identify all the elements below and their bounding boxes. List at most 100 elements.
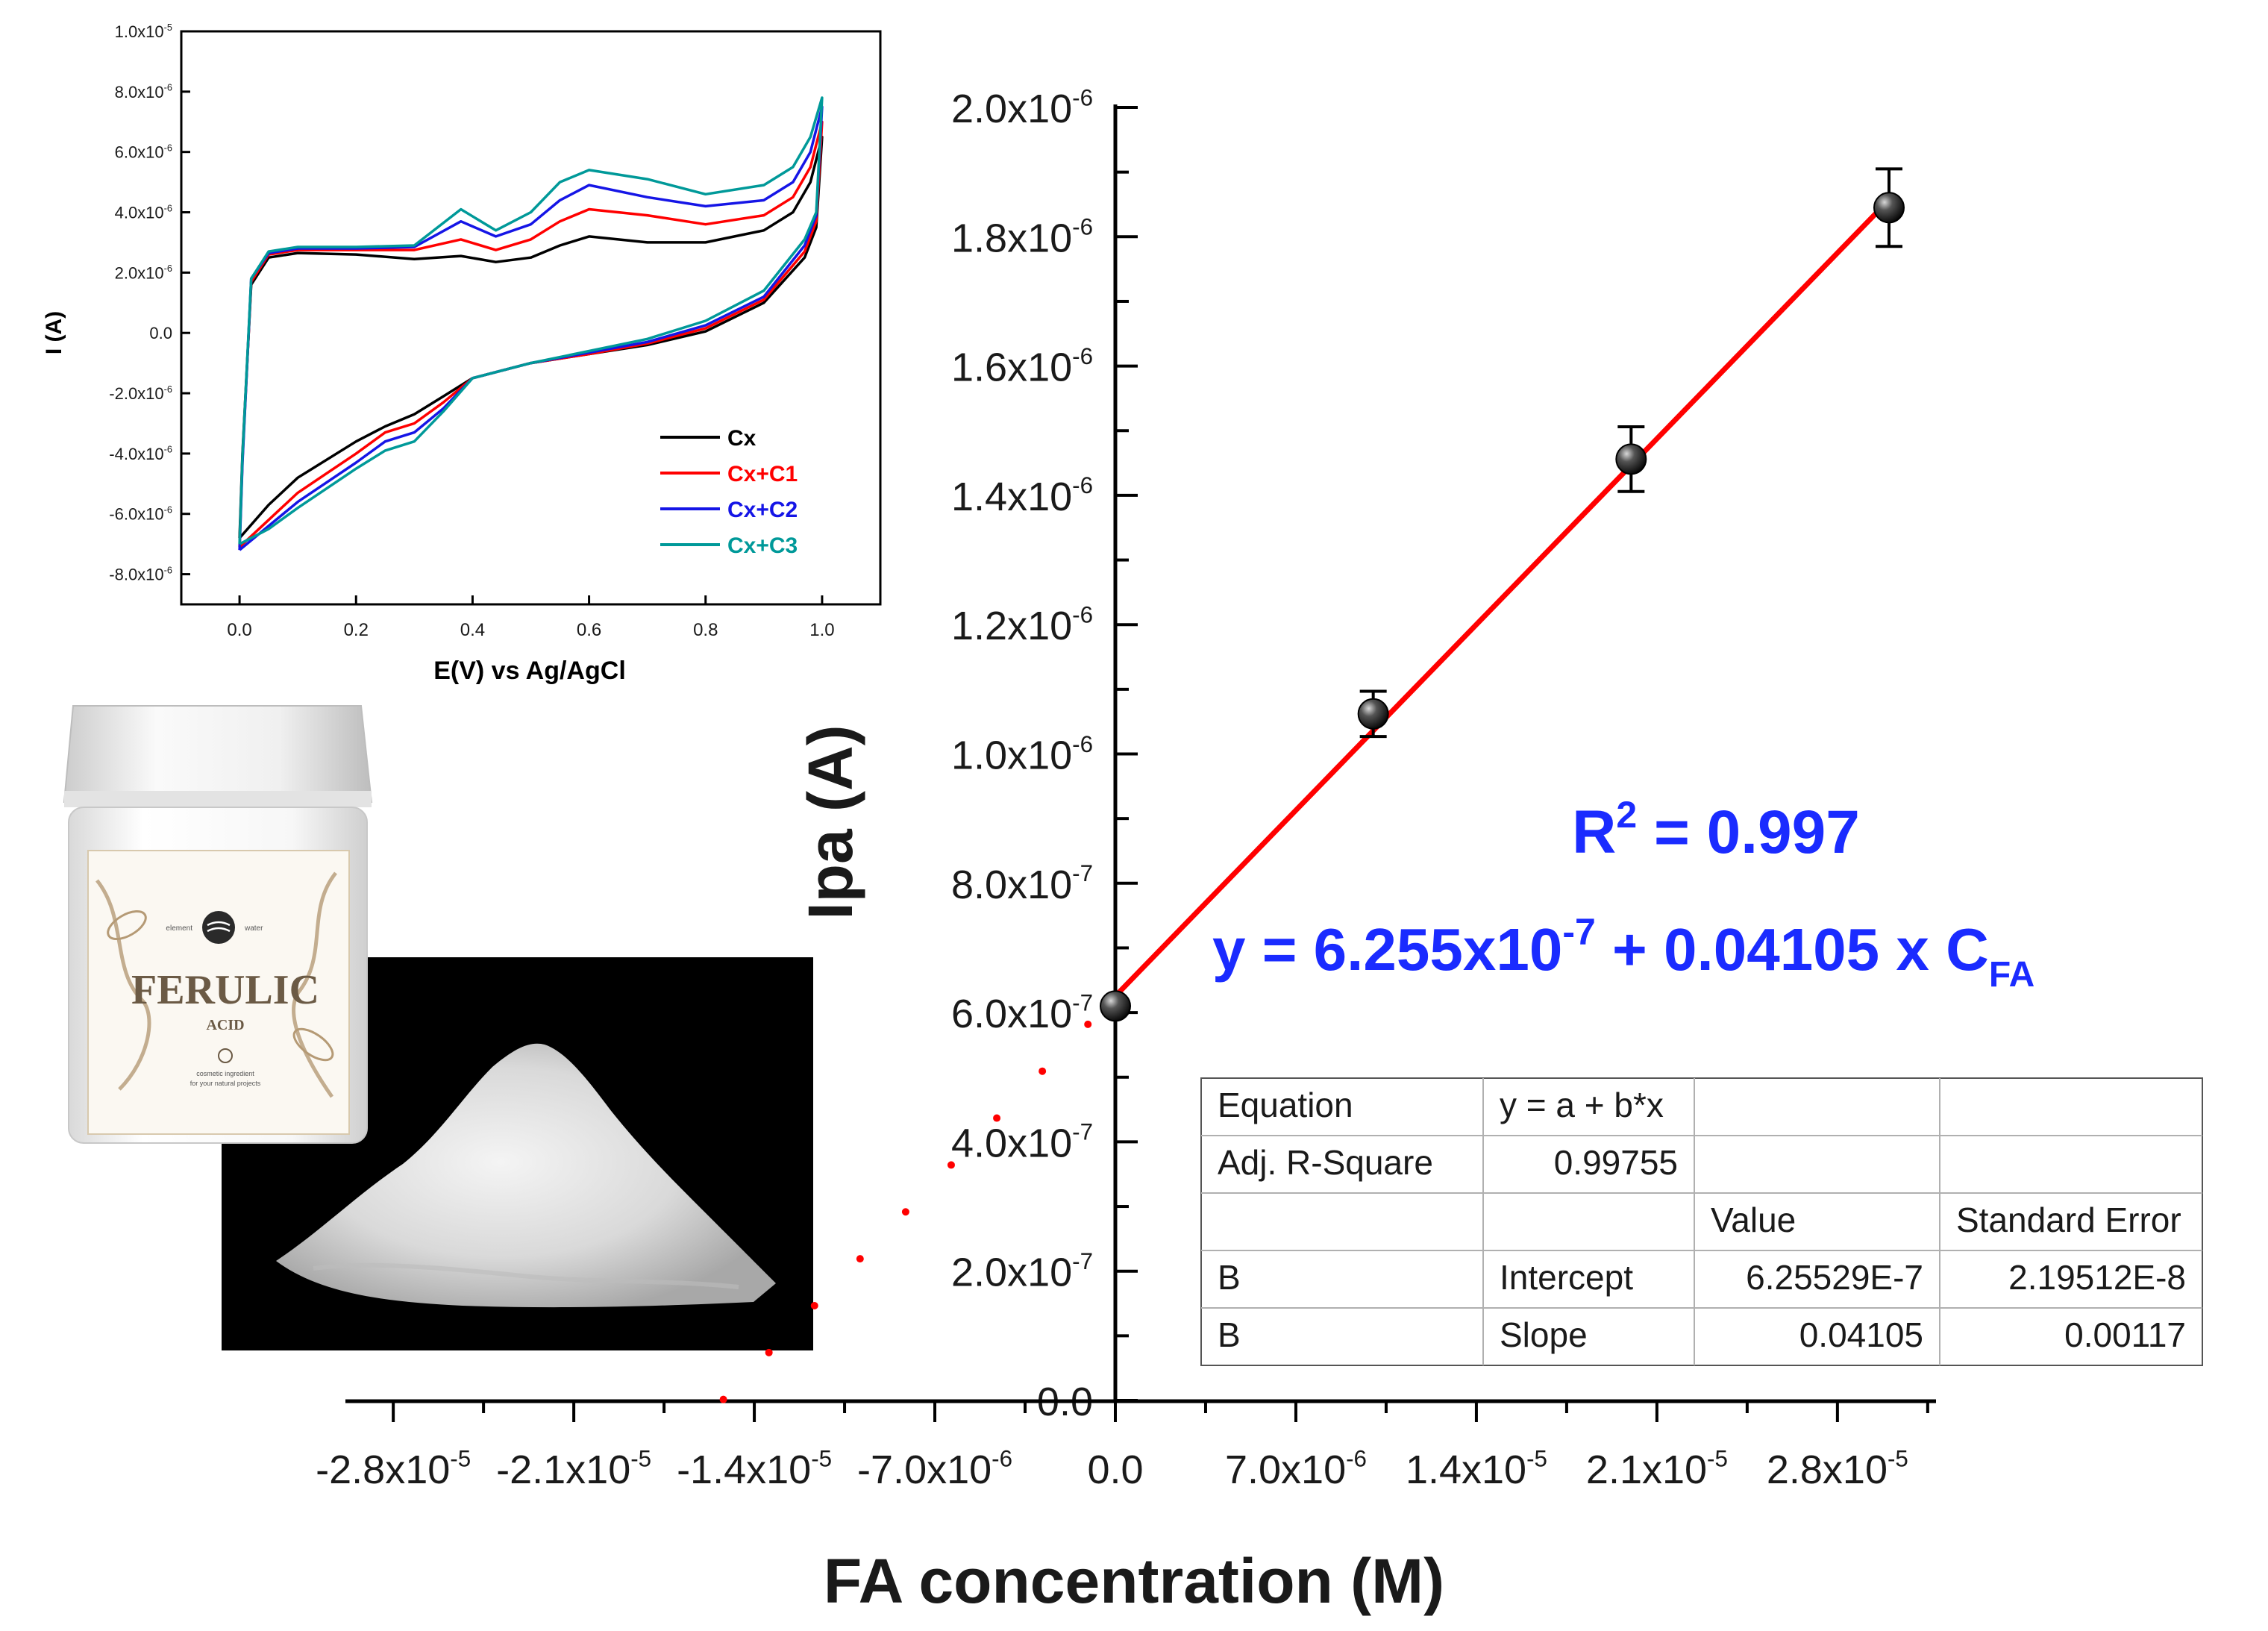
brand-right: water [244, 924, 263, 933]
y-tick-label: 1.8x10-6 [951, 214, 1093, 261]
extrapolation-dot [901, 1208, 909, 1216]
table-cell: 0.99755 [1554, 1143, 1678, 1182]
y-tick-label: 1.2x10-6 [951, 602, 1093, 649]
cv-curve-cx [238, 135, 824, 539]
product-tagline-1: cosmetic ingredient [196, 1070, 254, 1077]
x-tick-label: -1.4x10-5 [677, 1445, 832, 1492]
table-cell: Standard Error [1956, 1200, 2181, 1239]
inset-y-tick-label: 1.0x10-5 [115, 22, 172, 41]
main-y-axis-label: Ipa (A) [795, 724, 865, 919]
fit-equation-annotation: y = 6.255x10-7 + 0.04105 x CFA [1212, 911, 2034, 995]
inset-x-tick-label: 1.0 [809, 620, 834, 640]
table-cell: 6.25529E-7 [1746, 1258, 1923, 1297]
y-tick-label: 2.0x10-7 [951, 1248, 1093, 1295]
data-point [1357, 698, 1389, 730]
x-tick-label: -2.1x10-5 [496, 1445, 651, 1492]
inset-legend: Cx Cx+C1 Cx+C2 Cx+C3 [660, 426, 798, 558]
ferulic-acid-jar-photo: element water FERULIC ACID cosmetic ingr… [63, 705, 373, 1144]
y-tick-label: 4.0x10-7 [951, 1119, 1093, 1166]
legend-label: Cx+C1 [727, 462, 798, 486]
fit-parameter-table: Equation y = a + b*x Adj. R-Square 0.99755 V… [1200, 1077, 2203, 1366]
data-point [1615, 443, 1647, 475]
table-cell: Equation [1218, 1086, 1353, 1124]
inset-x-axis-label: E(V) vs Ag/AgCl [433, 657, 626, 685]
inset-y-tick-labels: -8.0x10-6 -6.0x10-6 -4.0x10-6 -2.0x10-6 0.0 2… [109, 22, 172, 584]
inset-y-tick-label: -6.0x10-6 [109, 504, 172, 523]
x-tick-label: 2.8x10-5 [1767, 1445, 1908, 1492]
inset-curves [238, 96, 824, 551]
inset-y-tick-label: -8.0x10-6 [109, 564, 172, 583]
x-tick-label: 0.0 [1087, 1447, 1143, 1492]
table-cell: B [1218, 1315, 1241, 1354]
inset-y-tick-label: 0.0 [149, 324, 172, 342]
table-cell: Adj. R-Square [1218, 1143, 1433, 1182]
x-tick-label: 7.0x10-6 [1225, 1445, 1367, 1492]
inset-x-tick-label: 0.8 [693, 620, 718, 640]
cv-curve-cx-c3 [238, 96, 824, 545]
cv-inset-chart: 0.0 0.2 0.4 0.6 0.8 1.0 -8.0x10-6 -6.0x10-6 -4.… [42, 22, 882, 685]
extrapolation-dot [810, 1301, 818, 1309]
extrapolation-dot [765, 1348, 773, 1356]
cv-curve-cx-c2 [238, 105, 824, 551]
y-tick-label: 8.0x10-7 [951, 860, 1093, 907]
table-cell: y = a + b*x [1500, 1086, 1664, 1124]
legend-label: Cx [727, 426, 756, 451]
inset-y-tick-label: 2.0x10-6 [115, 263, 172, 282]
main-x-axis-label: FA concentration (M) [824, 1546, 1444, 1616]
table-cell: Slope [1500, 1315, 1588, 1354]
calibration-chart: -2.8x10-5 -2.1x10-5 -1.4x10-5 -7.0x10-6 0.0 7… [316, 84, 2203, 1616]
main-x-tick-labels: -2.8x10-5 -2.1x10-5 -1.4x10-5 -7.0x10-6 0.0 7… [316, 1445, 1908, 1492]
product-subname: ACID [206, 1017, 244, 1033]
table-cell: Value [1711, 1200, 1796, 1239]
extrapolation-dot [1084, 1020, 1092, 1028]
inset-axis-ticks [181, 30, 824, 604]
y-tick-label: 2.0x10-6 [951, 84, 1093, 131]
x-tick-label: -7.0x10-6 [857, 1445, 1012, 1492]
legend-label: Cx+C2 [727, 498, 798, 522]
fit-line [1112, 197, 1892, 999]
inset-y-axis-label: I (A) [42, 311, 66, 354]
table-cell: B [1218, 1258, 1241, 1297]
table-frame [1200, 1077, 2203, 1366]
inset-plot-frame [180, 30, 882, 606]
y-tick-label: 1.4x10-6 [951, 472, 1093, 519]
inset-y-tick-label: 6.0x10-6 [115, 142, 172, 161]
inset-y-tick-label: 8.0x10-6 [115, 82, 172, 101]
x-tick-label: 1.4x10-5 [1406, 1445, 1547, 1492]
legend-label: Cx+C3 [727, 533, 798, 558]
table-cell: 0.00117 [2064, 1315, 2186, 1354]
y-tick-label: 1.6x10-6 [951, 343, 1093, 390]
data-point [1100, 990, 1131, 1022]
x-tick-label: -2.8x10-5 [316, 1445, 471, 1492]
product-tagline-2: for your natural projects [190, 1080, 261, 1087]
table-cell: 2.19512E-8 [2008, 1258, 2186, 1297]
inset-x-tick-labels: 0.0 0.2 0.4 0.6 0.8 1.0 [227, 620, 834, 640]
y-tick-label: 6.0x10-7 [951, 989, 1093, 1036]
inset-x-tick-label: 0.6 [577, 620, 601, 640]
extrapolation-dot [719, 1395, 727, 1403]
brand-left: element [166, 924, 192, 933]
inset-y-tick-label: 4.0x10-6 [115, 202, 172, 222]
inset-x-tick-label: 0.2 [344, 620, 369, 640]
data-point [1873, 192, 1905, 224]
brand-logo: element water [166, 911, 263, 944]
table-cell: 0.04105 [1799, 1315, 1923, 1354]
table-cell: Intercept [1500, 1258, 1633, 1297]
extrapolation-dot [993, 1114, 1001, 1122]
inset-y-tick-label: -4.0x10-6 [109, 444, 172, 463]
inset-y-tick-label: -2.0x10-6 [109, 384, 172, 403]
x-tick-label: 2.1x10-5 [1586, 1445, 1728, 1492]
main-y-tick-labels: 0.02.0x10-74.0x10-76.0x10-78.0x10-71.0x1… [951, 84, 1093, 1424]
extrapolation-dot [1039, 1067, 1047, 1075]
product-badge-icon [218, 1048, 233, 1063]
cv-curve-cx-c1 [238, 120, 824, 548]
powder-photo [222, 957, 813, 1350]
data-points [1100, 192, 1905, 1022]
product-name: FERULIC [131, 967, 319, 1013]
inset-x-tick-label: 0.4 [460, 620, 485, 640]
r-squared-annotation: R2 = 0.997 [1572, 794, 1860, 866]
y-tick-label: 1.0x10-6 [951, 731, 1093, 778]
extrapolation-dot [856, 1255, 864, 1263]
inset-x-tick-label: 0.0 [227, 620, 251, 640]
